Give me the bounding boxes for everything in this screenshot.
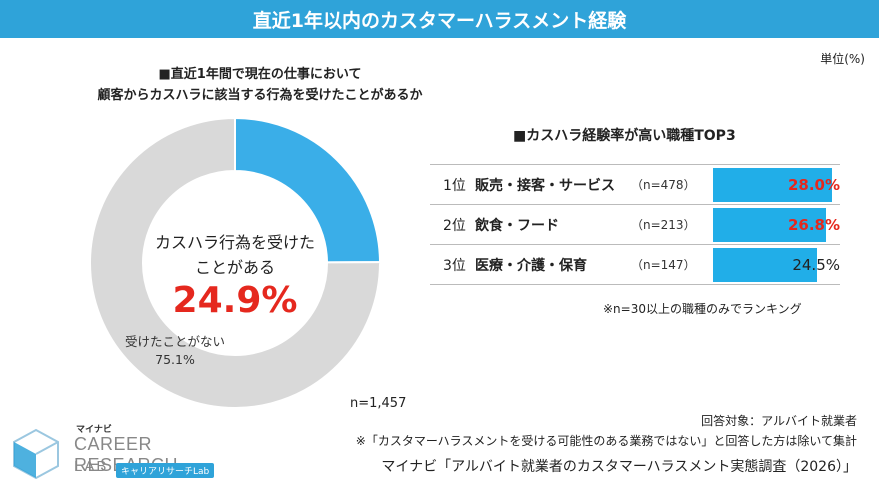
rank-number: 1位 — [443, 177, 466, 194]
logo-lab-text: LAB — [74, 458, 109, 475]
logo-maker: マイナビ — [76, 425, 112, 435]
ranking-note: ※n=30以上の職種のみでランキング — [603, 302, 802, 316]
chart-title-bar: 直近1年以内のカスタマーハラスメント経験 — [0, 0, 879, 38]
rank-bar — [713, 168, 832, 202]
rank-job: 医療・介護・保育 — [475, 257, 587, 274]
donut-center-value: 24.9% — [172, 280, 298, 321]
rank-job: 販売・接客・サービス — [475, 177, 615, 194]
question-text: ■直近1年間で現在の仕事において 顧客からカスハラに該当する行為を受けたことがあ… — [90, 64, 430, 106]
rank-sample-size: （n=213） — [631, 218, 696, 232]
rank-value: 24.5% — [792, 256, 840, 274]
question-line-1: ■直近1年間で現在の仕事において — [158, 67, 362, 82]
donut-center-line-1: カスハラ行為を受けた — [154, 233, 315, 252]
rank-job: 飲食・フード — [475, 217, 559, 234]
ranking-row: 3位 医療・介護・保育 （n=147） 24.5% — [430, 245, 840, 285]
exclusion-note: ※「カスタマーハラスメントを受ける可能性のある業務ではない」と回答した方は除いて… — [355, 434, 857, 448]
rank-sample-size: （n=147） — [631, 258, 696, 272]
rank-bar-area: 26.8% — [713, 208, 840, 242]
chart-title: 直近1年以内のカスタマーハラスメント経験 — [252, 9, 627, 32]
donut-center-line-2: ことがある — [194, 258, 275, 277]
survey-target: 回答対象：アルバイト就業者 — [701, 414, 857, 428]
cube-logo-icon — [13, 428, 59, 480]
rank-number: 3位 — [443, 257, 466, 274]
donut-no-value: 75.1% — [155, 352, 195, 367]
logo-sub-text: キャリアリサーチLab — [116, 463, 215, 478]
unit-label: 単位(%) — [820, 52, 865, 66]
ranking-table: 1位 販売・接客・サービス （n=478） 28.0% 2位 飲食・フード （n… — [430, 164, 840, 285]
logo: マイナビ CAREER RESEARCH LAB キャリアリサーチLab — [8, 420, 238, 482]
ranking-title: ■カスハラ経験率が高い職種TOP3 — [513, 128, 736, 144]
question-line-2: 顧客からカスハラに該当する行為を受けたことがあるか — [97, 88, 423, 103]
rank-bar — [713, 248, 817, 282]
rank-value: 28.0% — [787, 176, 840, 194]
donut-slice-no — [90, 118, 380, 408]
rank-sample-size: （n=478） — [631, 178, 696, 192]
donut-no-label: 受けたことがない 75.1% — [100, 333, 250, 369]
rank-bar-area: 24.5% — [713, 248, 840, 282]
rank-value: 26.8% — [787, 216, 840, 234]
donut-no-text: 受けたことがない — [124, 334, 225, 349]
rank-bar — [713, 208, 827, 242]
donut-chart — [90, 118, 380, 408]
rank-number: 2位 — [443, 217, 466, 234]
sample-size: n=1,457 — [350, 396, 407, 411]
rank-bar-area: 28.0% — [713, 168, 840, 202]
ranking-row: 1位 販売・接客・サービス （n=478） 28.0% — [430, 165, 840, 205]
donut-center-label: カスハラ行為を受けた ことがある — [120, 230, 350, 280]
source-label: マイナビ「アルバイト就業者のカスタマーハラスメント実態調査（2026）」 — [381, 459, 857, 475]
ranking-row: 2位 飲食・フード （n=213） 26.8% — [430, 205, 840, 245]
